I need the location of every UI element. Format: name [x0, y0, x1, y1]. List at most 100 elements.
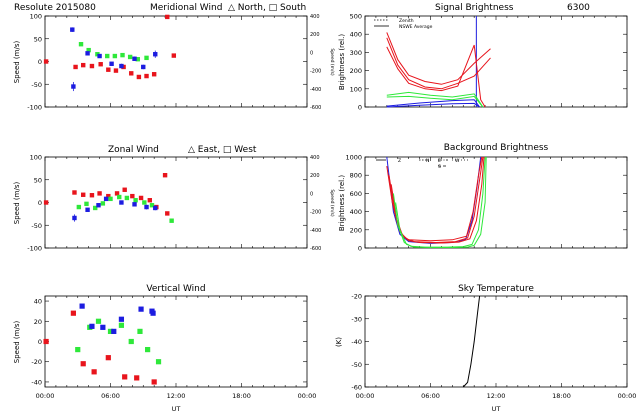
data-point-green: [149, 203, 155, 208]
data-point-green: [84, 201, 89, 207]
zonal-legend: △ East, □ West: [188, 145, 257, 155]
data-point-red: [43, 59, 49, 64]
meridional-legend: △ North, □ South: [228, 3, 306, 13]
background-legend-z: Z: [398, 158, 401, 164]
data-point-red: [165, 14, 170, 20]
data-point-blue: [141, 64, 146, 70]
data-point-red: [97, 191, 102, 196]
data-point-red: [105, 355, 111, 361]
data-point-red: [106, 67, 111, 72]
data-point-red: [89, 63, 95, 69]
data-point-blue: [89, 323, 95, 329]
data-point-green: [108, 196, 113, 202]
data-point-green: [75, 346, 81, 353]
y-tick-label: 100: [30, 154, 42, 162]
series-line-temp: [462, 295, 481, 388]
data-point-red: [144, 73, 149, 79]
data-point-red: [147, 198, 152, 203]
data-point-green: [142, 200, 147, 205]
y-tick-label: 100: [350, 85, 362, 93]
y-tick-label: 0: [38, 199, 42, 207]
data-point-blue: [103, 196, 109, 202]
y-tick-label: -20: [31, 358, 42, 366]
zonal-data-points: [43, 173, 174, 223]
data-point-blue: [111, 328, 117, 334]
y-tick-label: -40: [351, 338, 362, 346]
data-point-red: [171, 53, 177, 58]
y-tick-label: 300: [350, 49, 362, 57]
y-tick-label: 50: [34, 35, 42, 43]
data-point-green: [107, 328, 114, 334]
right-y-tick-label: -600: [310, 105, 321, 111]
signal-ylabel: Brightness (rel.): [338, 34, 346, 90]
background-legend-s: S: [438, 164, 441, 170]
vertical-plot-frame: [44, 295, 308, 388]
y-tick-label: -50: [31, 222, 42, 230]
sky-plot-frame: [364, 295, 628, 388]
background-legend-w: W: [455, 158, 460, 164]
data-point-green: [133, 198, 138, 203]
zonal-right-ylabel: Speed (m/s): [329, 189, 335, 217]
data-point-red: [98, 62, 103, 67]
data-point-red: [122, 374, 128, 380]
background-plot-frame: [364, 156, 628, 249]
x-tick-label: 00:00: [36, 392, 55, 400]
y-tick-label: 0: [358, 245, 362, 253]
vertical-wind-panel: Vertical Wind Speed (m/s) 00:00 06:00 12:0…: [13, 284, 316, 413]
data-point-green: [118, 322, 125, 328]
vertical-xlabel: UT: [172, 405, 181, 413]
vertical-data-points: [43, 303, 162, 385]
data-point-blue: [72, 215, 77, 221]
data-point-red: [162, 173, 168, 178]
y-tick-label: 0: [38, 58, 42, 66]
right-y-tick-label: 0: [310, 50, 313, 56]
data-point-red: [129, 71, 134, 76]
data-point-red: [113, 68, 119, 73]
y-tick-label: -50: [351, 361, 362, 369]
data-point-green: [128, 338, 134, 345]
y-tick-label: -100: [27, 245, 42, 253]
data-point-blue: [70, 27, 75, 32]
data-point-blue: [144, 204, 149, 210]
signal-legend-average: NSWE Average: [399, 24, 433, 30]
data-point-green: [86, 47, 91, 53]
data-point-blue: [109, 61, 114, 66]
data-point-blue: [96, 203, 101, 208]
signal-legend-zenith: Zenith: [399, 18, 414, 24]
series-line-red-c: [386, 44, 486, 108]
data-point-green: [117, 194, 122, 200]
data-point-red: [73, 64, 78, 70]
right-y-tick-label: -200: [310, 69, 321, 75]
series-line-green-a: [386, 91, 484, 108]
data-point-red: [165, 211, 170, 216]
meridional-plot-frame: [44, 15, 308, 108]
x-tick-label: 18:00: [552, 392, 571, 400]
sky-title: Sky Temperature: [458, 284, 534, 294]
y-tick-label: 400: [350, 31, 362, 39]
data-point-green: [76, 204, 82, 210]
data-point-red: [122, 187, 127, 192]
sky-temperature-panel: Sky Temperature (K) 00:00 06:00 12:00 18:00…: [335, 284, 636, 413]
data-point-green: [105, 53, 110, 59]
vertical-ylabel: Speed (m/s): [13, 321, 21, 364]
zonal-wind-panel: Zonal Wind △ East, □ West Speed (m/s) Sp…: [13, 145, 335, 253]
background-axis-ticks: 0 200 400 600 800 1000: [345, 154, 628, 253]
data-point-green: [100, 201, 106, 206]
data-point-blue: [97, 53, 102, 59]
data-point-red: [43, 338, 49, 345]
vertical-title: Vertical Wind: [146, 284, 205, 294]
data-point-blue: [71, 84, 76, 89]
signal-wavelength: 6300: [567, 3, 590, 13]
x-tick-label: 06:00: [421, 392, 440, 400]
background-ylabel: Brightness (rel.): [338, 175, 346, 231]
data-point-red: [130, 193, 135, 199]
y-tick-label: -40: [31, 378, 42, 386]
right-y-tick-label: 200: [310, 173, 320, 179]
data-point-green: [124, 195, 130, 201]
x-tick-label: 00:00: [298, 392, 317, 400]
data-point-red: [151, 72, 157, 77]
x-tick-label: 00:00: [618, 392, 637, 400]
y-tick-label: 500: [350, 13, 362, 21]
data-point-red: [136, 74, 142, 80]
data-point-blue: [153, 205, 158, 211]
